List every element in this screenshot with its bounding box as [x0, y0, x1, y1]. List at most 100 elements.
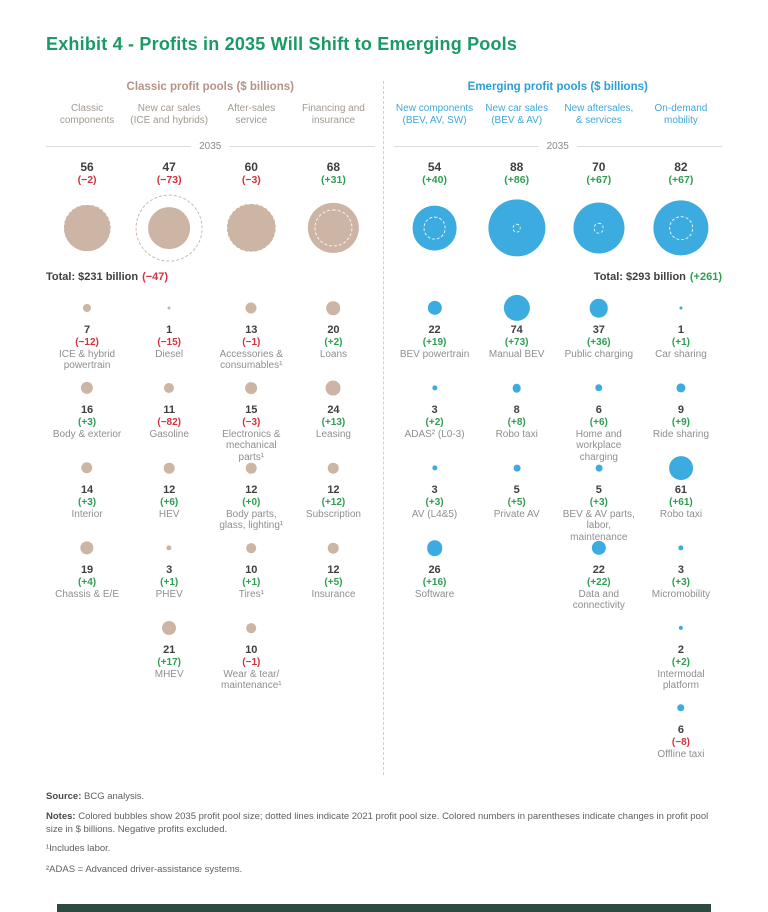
item-value: 12 [327, 563, 340, 576]
item-label: BEV & AV parts, labor, maintenance [562, 509, 635, 543]
pool-item: 15 (−3) Electronics & mechanical parts¹ [210, 375, 292, 463]
item-value: 3 [431, 483, 438, 496]
item-bubble [591, 540, 606, 556]
column-label: New aftersales, & services [564, 103, 634, 126]
notes-label: Notes: [46, 810, 76, 822]
item-change: (+2) [425, 416, 444, 428]
pool-item: 61 (+61) Robo taxi [640, 455, 722, 535]
item-change: (+4) [78, 576, 97, 588]
item-label: Gasoline [149, 429, 189, 441]
pool-bubble-2021 [227, 203, 276, 253]
profit-pool: 54 (+40) [394, 160, 476, 265]
item-change: (+2) [671, 656, 690, 668]
item-value: 26 [428, 563, 441, 576]
profit-pool: 68 (+31) [292, 160, 374, 265]
item-bubble-slot [478, 375, 556, 401]
item-change: (+36) [587, 336, 611, 348]
item-label: Tires¹ [238, 589, 264, 601]
item-change: (+12) [321, 496, 346, 508]
emerging-year-axis: 2035 [393, 141, 722, 152]
item-value: 10 [245, 643, 258, 656]
item-bubble [328, 462, 339, 474]
pool-item: 10 (+1) Tires¹ [210, 535, 292, 615]
item-label: Offline taxi [657, 749, 705, 761]
emerging-total-change: (+261) [689, 270, 722, 283]
profit-pool: 88 (+86) [476, 160, 558, 265]
item-bubble [325, 380, 341, 396]
classic-year-axis: 2035 [46, 141, 375, 152]
emerging-pools-header: Emerging profit pools ($ billions) [467, 81, 648, 93]
pool-item: 1 (+1) Car sharing [640, 295, 722, 375]
item-value: 12 [163, 483, 176, 496]
item-change: (+9) [671, 416, 690, 428]
pool-bubble-slot [210, 191, 292, 265]
item-change: (+73) [504, 336, 529, 348]
item-change: (−82) [157, 416, 181, 428]
item-label: HEV [158, 509, 180, 521]
profit-pool: 60 (−3) [210, 160, 292, 265]
emerging-pools-row: 54 (+40) 88 (+86) 70 (+67) 82 (+67) [394, 160, 723, 265]
profit-pools-chart: Classic profit pools ($ billions) Classi… [46, 81, 722, 775]
item-change: (+6) [589, 416, 608, 428]
item-label: ADAS² (L0-3) [404, 429, 465, 441]
item-change: (−12) [75, 336, 99, 348]
pool-value: 82 [674, 160, 688, 174]
item-label: Subscription [305, 509, 361, 521]
item-bubble [166, 545, 172, 551]
item-bubble-slot [396, 295, 474, 321]
item-bubble [328, 542, 339, 554]
pool-item: 12 (+0) Body parts, glass, lighting¹ [210, 455, 292, 535]
item-bubble-slot [212, 615, 290, 641]
pool-change: (+40) [422, 174, 447, 187]
item-change: (−8) [671, 736, 690, 748]
item-label: Insurance [311, 589, 356, 601]
item-bubble-slot [642, 615, 720, 641]
classic-total: Total: $231 billion (−47) [46, 271, 375, 285]
item-bubble-slot [48, 295, 126, 321]
pool-item: 6 (−8) Offline taxi [640, 695, 722, 775]
year-label: 2035 [199, 141, 222, 152]
item-value: 24 [327, 403, 340, 416]
item-label: BEV powertrain [399, 349, 470, 361]
item-label: Software [414, 589, 455, 601]
item-bubble-slot [130, 615, 208, 641]
item-value: 3 [677, 563, 684, 576]
item-label: Body parts, glass, lighting¹ [219, 509, 284, 532]
item-bubble [676, 383, 686, 393]
item-label: Robo taxi [495, 429, 538, 441]
item-bubble-slot [294, 295, 372, 321]
profit-pool: 82 (+67) [640, 160, 722, 265]
axis-line [393, 146, 539, 147]
item-bubble-slot [642, 535, 720, 561]
pool-item: 3 (+2) ADAS² (L0-3) [394, 375, 476, 455]
emerging-items-grid: 22 (+19) BEV powertrain 3 (+2) ADAS² (L0-3) 3(… [394, 294, 723, 775]
item-bubble-slot [294, 375, 372, 401]
pool-value: 54 [427, 160, 442, 174]
item-value: 13 [245, 323, 258, 336]
pool-item: 12 (+5) Insurance [292, 535, 374, 615]
item-bubble-slot [560, 455, 638, 481]
item-bubble [80, 541, 94, 555]
pool-bubble-slot [128, 191, 210, 265]
item-change: (+1) [160, 576, 179, 588]
pool-item: 14 (+3) Interior [46, 455, 128, 535]
pool-value: 70 [592, 160, 606, 174]
pool-change: (−3) [241, 174, 261, 187]
pool-item: 11 (−82) Gasoline [128, 375, 210, 455]
classic-pools-header: Classic profit pools ($ billions) [126, 81, 294, 93]
item-value: 19 [80, 563, 94, 576]
item-bubble [246, 623, 257, 633]
item-change: (+5) [507, 496, 526, 508]
profit-pool: 70 (+67) [558, 160, 640, 265]
pool-item: 16 (+3) Body & exterior [46, 375, 128, 455]
pool-item: 8 (+8) Robo taxi [476, 375, 558, 455]
item-label: Wear & tear/ maintenance¹ [221, 669, 282, 692]
item-change: (−1) [242, 656, 261, 668]
item-value: 3 [166, 563, 173, 576]
pool-change: (+86) [504, 174, 530, 187]
item-change: (+6) [160, 496, 179, 508]
notes-text: Colored bubbles show 2035 profit pool si… [46, 810, 709, 835]
item-bubble [431, 465, 438, 471]
item-bubble-slot [48, 455, 126, 481]
item-change: (+17) [157, 656, 181, 668]
